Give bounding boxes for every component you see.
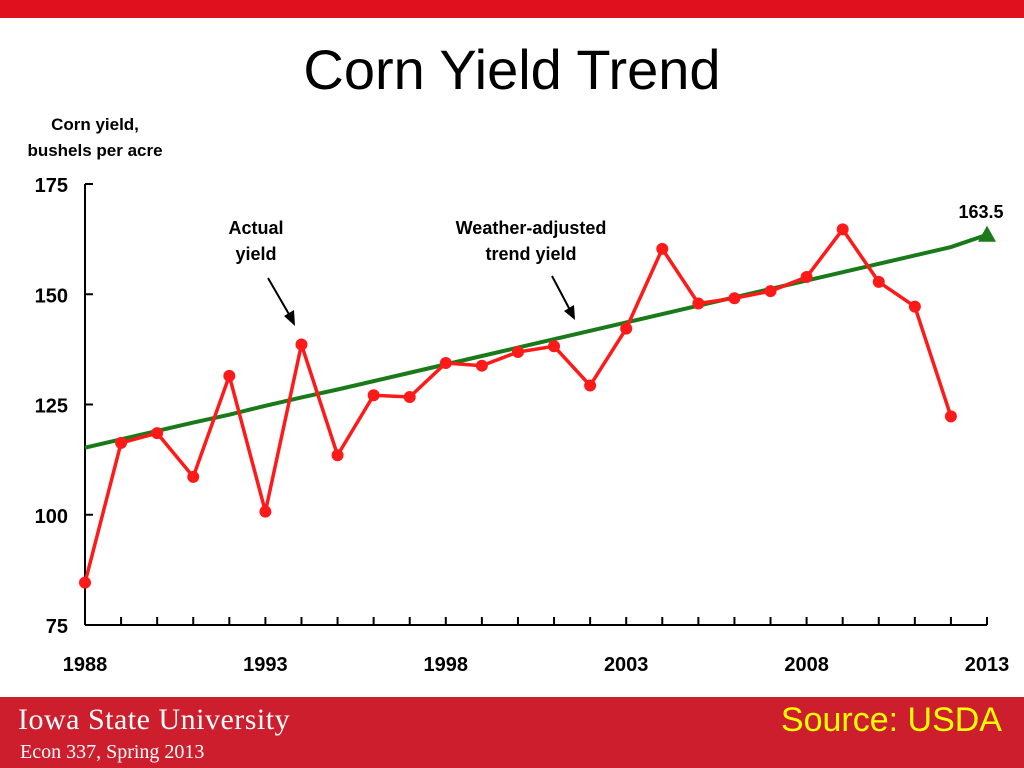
actual-yield-point (331, 449, 344, 462)
actual-yield-point (836, 223, 849, 236)
annotation-trend-line2: trend yield (485, 244, 576, 264)
actual-yield-point (800, 271, 813, 284)
y-axis-title-line1: Corn yield, (51, 115, 139, 134)
x-tick-label: 2008 (784, 654, 829, 676)
actual-yield-point (511, 346, 524, 359)
university-wordmark: Iowa State University (18, 703, 291, 736)
actual-yield-point (728, 292, 741, 305)
y-tick-label: 150 (35, 285, 68, 307)
actual-yield-point (295, 338, 308, 351)
actual-yield-line (83, 226, 953, 584)
y-tick-label: 100 (35, 506, 68, 528)
actual-yield-point (475, 359, 488, 372)
x-tick-label: 1998 (424, 654, 469, 676)
actual-yield-point (692, 297, 705, 310)
annotation-trend-arrow (551, 275, 571, 311)
annotation-actual-arrowhead (284, 310, 295, 326)
trend-yield-line (84, 232, 988, 450)
annotation-trend-line1: Weather-adjusted (456, 218, 607, 238)
x-tick-label: 2013 (965, 654, 1010, 676)
actual-yield-point (151, 427, 164, 440)
actual-yield-point (872, 275, 885, 288)
y-tick-label: 75 (46, 616, 68, 638)
annotation-actual-line1: Actual (228, 218, 283, 238)
y-tick-label: 175 (35, 175, 68, 197)
corn-yield-chart: 75 100 125 150 175 1988 1993 1998 2003 2008 2013 C… (27, 115, 1010, 676)
x-tick-label: 2003 (604, 654, 649, 676)
actual-yield-point (620, 322, 633, 335)
actual-yield-point (403, 391, 416, 404)
actual-yield-point (259, 505, 272, 518)
actual-yield-point (115, 436, 128, 449)
actual-yield-point (548, 340, 561, 353)
actual-yield-point (187, 470, 200, 483)
actual-yield-point (223, 369, 236, 382)
actual-yield-point (764, 285, 777, 298)
source-label: Source: USDA (780, 701, 1002, 739)
x-tick-label: 1993 (243, 654, 288, 676)
y-axis-title-line2: bushels per acre (27, 141, 162, 160)
footer-bar: Iowa State University Econ 337, Spring 2… (0, 697, 1024, 768)
actual-yield-point (79, 576, 91, 589)
course-label: Econ 337, Spring 2013 (20, 741, 205, 763)
actual-yield-point (584, 379, 597, 392)
trend-end-marker (978, 225, 996, 242)
top-accent-bar (0, 0, 1024, 18)
y-tick-label: 125 (35, 396, 68, 418)
annotation-trend-arrowhead (564, 305, 575, 320)
annotation-end-value: 163.5 (958, 202, 1003, 222)
annotation-actual-line2: yield (235, 244, 276, 264)
actual-yield-point (656, 242, 669, 255)
actual-yield-point (944, 410, 957, 423)
actual-yield-point (367, 389, 380, 402)
actual-yield-point (908, 300, 921, 313)
annotation-actual-arrow (267, 277, 291, 317)
x-tick-label: 1988 (63, 654, 108, 676)
actual-yield-point (439, 357, 452, 370)
slide-title: Corn Yield Trend (303, 38, 721, 101)
